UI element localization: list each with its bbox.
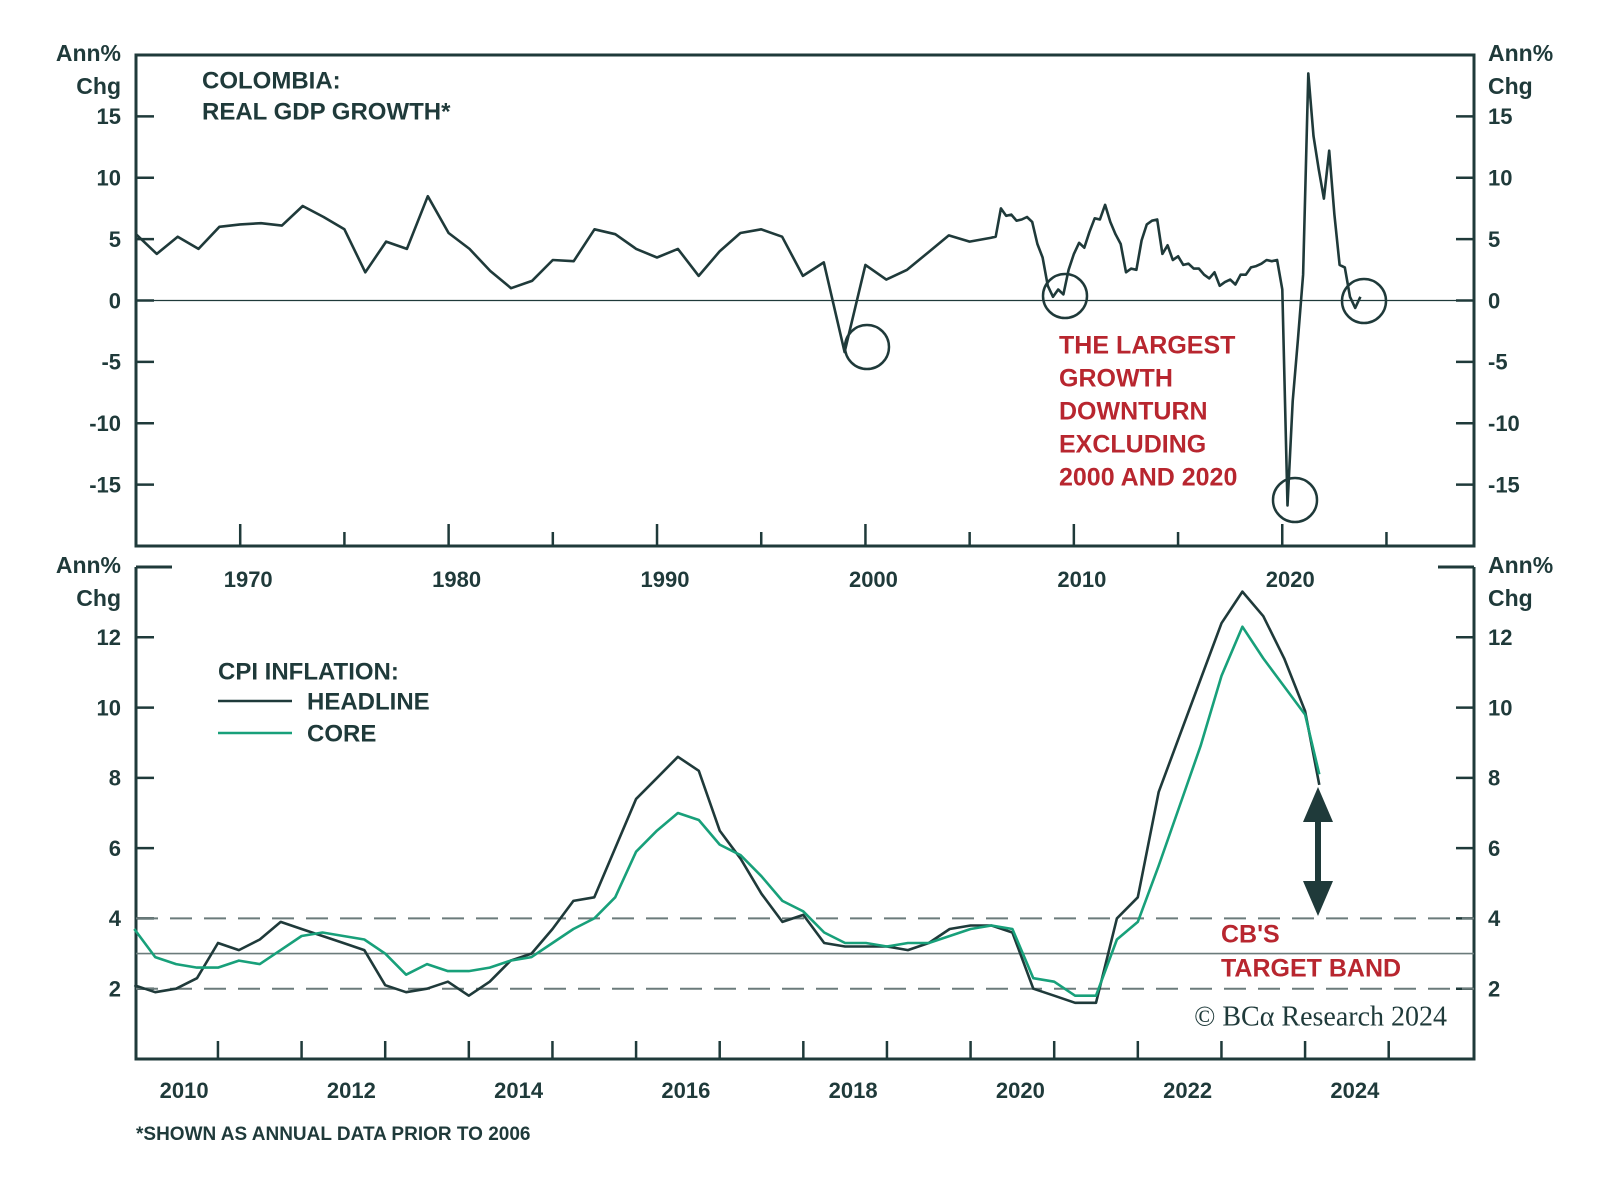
x-tick-label: 2020 [1266, 567, 1315, 592]
annotation-line: THE LARGEST [1059, 332, 1235, 360]
x-tick-label: 1970 [224, 567, 273, 592]
x-tick-label: 2016 [661, 1078, 710, 1103]
y-axis-label: Chg [76, 585, 121, 611]
y-axis-label: Ann% [56, 40, 121, 66]
y2-tick-label: 5 [1488, 227, 1500, 252]
x-tick-label: 2024 [1330, 1078, 1380, 1103]
chart-title: COLOMBIA: [202, 67, 341, 94]
y-tick-label: -5 [101, 350, 121, 375]
y2-tick-label: 10 [1488, 695, 1512, 720]
panel-frame [134, 565, 1476, 1061]
y-tick-label: 0 [109, 288, 121, 313]
y2-tick-label: -5 [1488, 350, 1508, 375]
x-tick-label: 1990 [641, 567, 690, 592]
y-axis-label: Ann% [56, 552, 121, 578]
y-tick-label: 2 [109, 977, 121, 1002]
legend-label: HEADLINE [307, 688, 430, 715]
x-tick-label: 2000 [849, 567, 898, 592]
y2-axis-label: Ann% [1488, 552, 1553, 578]
x-tick-label: 2022 [1163, 1078, 1212, 1103]
y-tick-label: 5 [109, 227, 121, 252]
x-tick-label: 2010 [1057, 567, 1106, 592]
y-tick-label: -10 [89, 411, 121, 436]
annotation-line: GROWTH [1059, 365, 1173, 393]
x-tick-label: 2014 [494, 1078, 544, 1103]
y2-tick-label: 15 [1488, 104, 1512, 129]
annotation-line: EXCLUDING [1059, 431, 1206, 459]
y2-tick-label: 12 [1488, 625, 1512, 650]
y-axis-label: Chg [76, 73, 121, 99]
y-tick-label: -15 [89, 472, 121, 497]
range-arrow [1303, 787, 1333, 916]
x-tick-label: 2010 [160, 1078, 209, 1103]
y-tick-label: 10 [97, 695, 121, 720]
y2-axis-label: Chg [1488, 585, 1533, 611]
y2-tick-label: 8 [1488, 766, 1500, 791]
y2-tick-label: -10 [1488, 411, 1520, 436]
y2-tick-label: 10 [1488, 166, 1512, 191]
y2-tick-label: 4 [1488, 906, 1501, 931]
credit: © BCα Research 2024 [1194, 1001, 1447, 1032]
band-label: CB'S [1221, 921, 1280, 949]
annotation-line: DOWNTURN [1059, 398, 1208, 426]
y2-tick-label: 2 [1488, 977, 1500, 1002]
y2-tick-label: 0 [1488, 288, 1500, 313]
y2-tick-label: 6 [1488, 836, 1500, 861]
arrow-head [1303, 881, 1333, 916]
x-tick-label: 2018 [829, 1078, 878, 1103]
arrow-head [1303, 787, 1333, 822]
legend-label: CORE [307, 720, 376, 747]
series-line [135, 72, 1362, 507]
y-tick-label: 6 [109, 836, 121, 861]
series-line [133, 625, 1321, 997]
y-tick-label: 15 [97, 104, 121, 129]
x-tick-label: 2020 [996, 1078, 1045, 1103]
annotation: THE LARGEST GROWTH DOWNTURN EXCLUDING 20… [1059, 332, 1237, 492]
y2-axis-label: Chg [1488, 73, 1533, 99]
highlight-circle [843, 323, 891, 371]
chart-title: REAL GDP GROWTH* [202, 98, 451, 125]
y-tick-label: 4 [109, 906, 122, 931]
y-tick-label: 10 [97, 166, 121, 191]
x-tick-label: 2012 [327, 1078, 376, 1103]
highlight-circle [1271, 476, 1319, 524]
legend-title: CPI INFLATION: [218, 658, 399, 685]
y2-tick-label: -15 [1488, 472, 1520, 497]
annotation-line: 2000 AND 2020 [1059, 464, 1237, 492]
y-tick-label: 8 [109, 766, 121, 791]
highlight-circle [1041, 272, 1089, 320]
legend: HEADLINE CORE [218, 688, 430, 747]
band-label: TARGET BAND [1221, 955, 1401, 983]
series-line [133, 590, 1321, 1005]
y2-axis-label: Ann% [1488, 40, 1553, 66]
x-tick-label: 1980 [432, 567, 481, 592]
y-tick-label: 12 [97, 625, 121, 650]
footnote: *SHOWN AS ANNUAL DATA PRIOR TO 2006 [136, 1124, 530, 1145]
